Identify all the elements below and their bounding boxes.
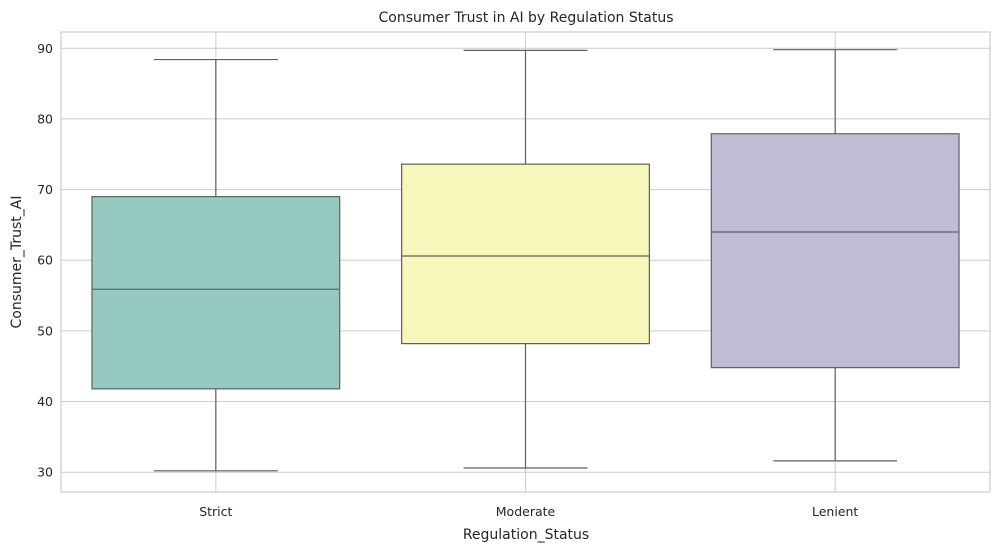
x-tick-label: Lenient (812, 504, 858, 519)
plot-frame (60, 31, 991, 493)
y-tick-label: 60 (37, 253, 53, 268)
y-tick-label: 50 (37, 323, 53, 338)
y-tick-labels: 30 40 50 60 70 80 90 (37, 41, 53, 480)
y-tick-label: 70 (37, 182, 53, 197)
iqr-box (710, 133, 960, 369)
x-tick-labels: Strict Moderate Lenient (199, 504, 858, 519)
y-tick-label: 40 (37, 394, 53, 409)
iqr-box (401, 163, 650, 345)
x-tick-label: Moderate (496, 504, 556, 519)
x-tick-label: Strict (199, 504, 232, 519)
chart-title: Consumer Trust in AI by Regulation Statu… (378, 10, 673, 26)
boxes (91, 49, 960, 472)
y-tick-label: 30 (37, 465, 53, 480)
y-axis-label: Consumer_Trust_AI (9, 196, 25, 329)
iqr-box (91, 196, 341, 390)
box-lenient (710, 49, 960, 462)
box-moderate (401, 49, 650, 469)
y-tick-label: 80 (37, 111, 53, 126)
x-axis-label: Regulation_Status (463, 527, 589, 543)
y-tick-label: 90 (37, 41, 53, 56)
box-strict (91, 58, 341, 472)
